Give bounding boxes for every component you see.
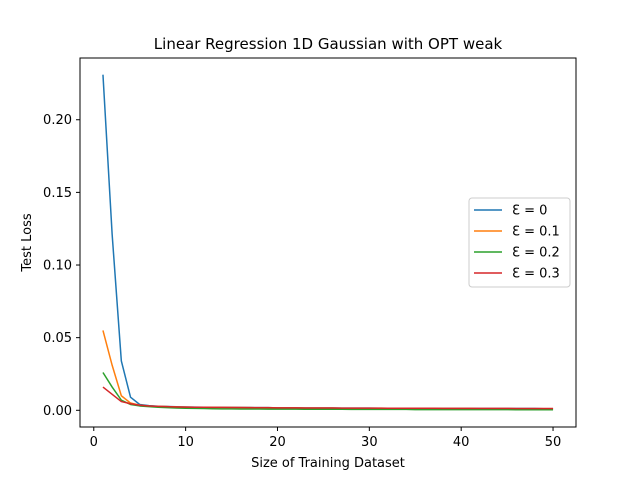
x-axis: 0 10 20 30 40 50 (90, 427, 562, 450)
plot-lines (102, 74, 554, 411)
series-line-3 (102, 386, 554, 410)
x-tick-label: 40 (453, 435, 470, 450)
x-axis-label: Size of Training Dataset (251, 456, 405, 471)
y-tick-label: 0.15 (43, 186, 72, 201)
legend-label-2: Ɛ = 0.2 (512, 246, 560, 261)
legend: Ɛ = 0 Ɛ = 0.1 Ɛ = 0.2 Ɛ = 0.3 (468, 197, 571, 288)
x-tick-label: 30 (361, 435, 378, 450)
legend-label-0: Ɛ = 0 (512, 204, 547, 219)
legend-box (468, 197, 571, 288)
x-tick-label: 0 (90, 435, 98, 450)
plot-frame (79, 57, 577, 428)
y-tick-label: 0.05 (43, 331, 72, 346)
x-tick-label: 20 (269, 435, 286, 450)
y-tick-label: 0.00 (43, 404, 72, 419)
x-tick-label: 50 (545, 435, 562, 450)
legend-label-1: Ɛ = 0.1 (512, 225, 560, 240)
series-line-2 (102, 372, 554, 411)
series-line-1 (102, 330, 554, 410)
x-tick-label: 10 (177, 435, 194, 450)
legend-label-3: Ɛ = 0.3 (512, 267, 560, 282)
chart-title: Linear Regression 1D Gaussian with OPT w… (154, 35, 503, 53)
y-axis-label: Test Loss (20, 213, 35, 272)
y-tick-label: 0.10 (43, 259, 72, 274)
y-tick-label: 0.20 (43, 113, 72, 128)
y-axis: 0.00 0.05 0.10 0.15 0.20 (43, 113, 80, 419)
